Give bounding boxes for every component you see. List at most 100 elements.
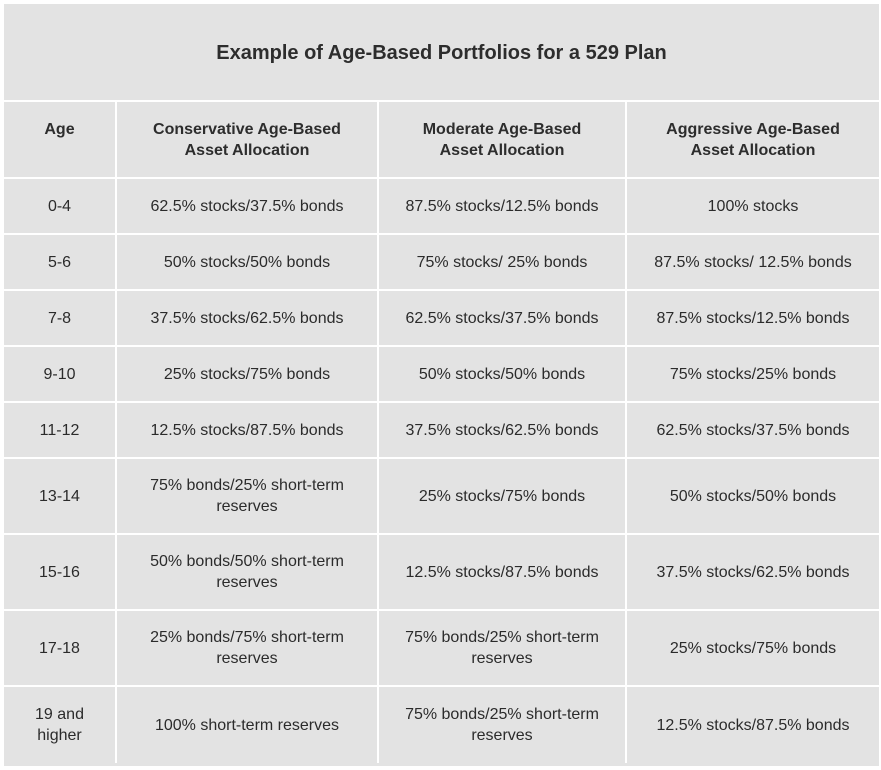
cell-age: 13-14 <box>4 457 117 535</box>
cell-conservative: 100% short-term reserves <box>115 685 379 763</box>
cell-moderate: 75% bonds/25% short-term reserves <box>377 685 627 763</box>
cell-conservative: 75% bonds/25% short-term reserves <box>115 457 379 535</box>
cell-moderate-text: 87.5% stocks/12.5% bonds <box>405 197 599 215</box>
cell-moderate-text: 37.5% stocks/62.5% bonds <box>405 421 599 439</box>
cell-conservative-text: reserves <box>216 574 278 591</box>
cell-age-text: 19 and <box>35 706 84 723</box>
cell-aggressive: 50% stocks/50% bonds <box>625 457 879 535</box>
cell-conservative: 50% bonds/50% short-term reserves <box>115 533 379 611</box>
cell-age-text: 0-4 <box>47 197 72 215</box>
cell-conservative-text: 25% bonds/75% short-term <box>150 629 344 646</box>
cell-conservative: 50% stocks/50% bonds <box>115 233 379 291</box>
table-row: 5-6 50% stocks/50% bonds 75% stocks/ 25% b… <box>4 233 879 291</box>
cell-aggressive: 37.5% stocks/62.5% bonds <box>625 533 879 611</box>
cell-moderate-text: 75% bonds/25% short-term <box>405 629 599 646</box>
cell-age: 9-10 <box>4 345 117 403</box>
cell-aggressive: 75% stocks/25% bonds <box>625 345 879 403</box>
cell-moderate-text: 75% bonds/25% short-term <box>405 706 599 723</box>
cell-moderate-text: 25% stocks/75% bonds <box>418 487 586 505</box>
header-age: Age <box>4 102 117 179</box>
cell-conservative-text: 50% stocks/50% bonds <box>163 253 331 271</box>
table-row: 17-18 25% bonds/75% short-term reserves 75%… <box>4 609 879 687</box>
table-body: 0-4 62.5% stocks/37.5% bonds 87.5% stocks/… <box>4 177 879 763</box>
cell-aggressive-text: 75% stocks/25% bonds <box>669 365 837 383</box>
cell-age: 7-8 <box>4 289 117 347</box>
allocation-table: Age Conservative Age-Based Asset Allocat… <box>4 102 879 763</box>
cell-conservative: 62.5% stocks/37.5% bonds <box>115 177 379 235</box>
header-conservative-line1: Conservative Age-Based <box>153 121 341 138</box>
table-row: 13-14 75% bonds/25% short-term reserves 25%… <box>4 457 879 535</box>
cell-age-text: 13-14 <box>39 487 80 505</box>
cell-aggressive-text: 37.5% stocks/62.5% bonds <box>656 563 850 581</box>
cell-moderate: 25% stocks/75% bonds <box>377 457 627 535</box>
cell-moderate-text: 12.5% stocks/87.5% bonds <box>405 563 599 581</box>
header-moderate: Moderate Age-Based Asset Allocation <box>377 102 627 179</box>
cell-moderate-text: 75% stocks/ 25% bonds <box>416 253 588 271</box>
cell-aggressive-text: 87.5% stocks/12.5% bonds <box>656 309 850 327</box>
cell-aggressive: 87.5% stocks/ 12.5% bonds <box>625 233 879 291</box>
cell-conservative-text: 100% short-term reserves <box>154 716 340 734</box>
table-title-row: Example of Age-Based Portfolios for a 52… <box>4 4 879 102</box>
cell-moderate-text: reserves <box>471 650 533 667</box>
table-row: 0-4 62.5% stocks/37.5% bonds 87.5% stocks/… <box>4 177 879 235</box>
cell-aggressive-text: 87.5% stocks/ 12.5% bonds <box>654 253 852 271</box>
cell-moderate: 37.5% stocks/62.5% bonds <box>377 401 627 459</box>
cell-conservative-text: 37.5% stocks/62.5% bonds <box>150 309 344 327</box>
cell-conservative-text: 75% bonds/25% short-term <box>150 477 344 494</box>
header-age-label: Age <box>44 121 75 138</box>
cell-moderate-text: 62.5% stocks/37.5% bonds <box>405 309 599 327</box>
cell-age: 15-16 <box>4 533 117 611</box>
header-conservative: Conservative Age-Based Asset Allocation <box>115 102 379 179</box>
cell-age-text: 17-18 <box>39 639 80 657</box>
cell-age: 11-12 <box>4 401 117 459</box>
cell-conservative: 12.5% stocks/87.5% bonds <box>115 401 379 459</box>
table-row: 19 and higher 100% short-term reserves 75% … <box>4 685 879 763</box>
cell-aggressive-text: 12.5% stocks/87.5% bonds <box>656 716 850 734</box>
cell-conservative-text: 25% stocks/75% bonds <box>163 365 331 383</box>
cell-aggressive-text: 100% stocks <box>707 197 799 215</box>
cell-age-text: higher <box>37 727 82 744</box>
cell-conservative-text: 12.5% stocks/87.5% bonds <box>150 421 344 439</box>
cell-moderate: 75% stocks/ 25% bonds <box>377 233 627 291</box>
cell-aggressive-text: 62.5% stocks/37.5% bonds <box>656 421 850 439</box>
cell-age: 0-4 <box>4 177 117 235</box>
cell-moderate: 87.5% stocks/12.5% bonds <box>377 177 627 235</box>
cell-age-text: 5-6 <box>47 253 72 271</box>
table-row: 15-16 50% bonds/50% short-term reserves 12.… <box>4 533 879 611</box>
cell-age: 19 and higher <box>4 685 117 763</box>
cell-aggressive: 25% stocks/75% bonds <box>625 609 879 687</box>
header-aggressive-line1: Aggressive Age-Based <box>666 121 840 138</box>
cell-conservative-text: 62.5% stocks/37.5% bonds <box>150 197 344 215</box>
header-moderate-line1: Moderate Age-Based <box>422 121 582 138</box>
cell-moderate: 62.5% stocks/37.5% bonds <box>377 289 627 347</box>
header-aggressive-line2: Asset Allocation <box>690 142 816 159</box>
table-row: 7-8 37.5% stocks/62.5% bonds 62.5% stocks/… <box>4 289 879 347</box>
cell-age-text: 7-8 <box>47 309 72 327</box>
cell-conservative: 25% bonds/75% short-term reserves <box>115 609 379 687</box>
cell-age: 5-6 <box>4 233 117 291</box>
cell-age-text: 11-12 <box>39 421 80 439</box>
table-title: Example of Age-Based Portfolios for a 52… <box>216 41 667 64</box>
cell-age: 17-18 <box>4 609 117 687</box>
header-conservative-line2: Asset Allocation <box>184 142 310 159</box>
cell-aggressive: 12.5% stocks/87.5% bonds <box>625 685 879 763</box>
cell-aggressive: 100% stocks <box>625 177 879 235</box>
cell-age-text: 9-10 <box>43 365 76 383</box>
cell-moderate-text: 50% stocks/50% bonds <box>418 365 586 383</box>
cell-conservative-text: 50% bonds/50% short-term <box>150 553 344 570</box>
header-moderate-line2: Asset Allocation <box>439 142 565 159</box>
header-row: Age Conservative Age-Based Asset Allocat… <box>4 102 879 179</box>
cell-age-text: 15-16 <box>39 563 80 581</box>
cell-conservative-text: reserves <box>216 650 278 667</box>
cell-moderate: 50% stocks/50% bonds <box>377 345 627 403</box>
cell-conservative: 37.5% stocks/62.5% bonds <box>115 289 379 347</box>
cell-moderate: 12.5% stocks/87.5% bonds <box>377 533 627 611</box>
table-row: 11-12 12.5% stocks/87.5% bonds 37.5% stock… <box>4 401 879 459</box>
portfolio-table-container: Example of Age-Based Portfolios for a 52… <box>4 4 879 766</box>
cell-conservative-text: reserves <box>216 498 278 515</box>
header-aggressive: Aggressive Age-Based Asset Allocation <box>625 102 879 179</box>
cell-conservative: 25% stocks/75% bonds <box>115 345 379 403</box>
cell-aggressive: 62.5% stocks/37.5% bonds <box>625 401 879 459</box>
cell-moderate: 75% bonds/25% short-term reserves <box>377 609 627 687</box>
cell-aggressive-text: 25% stocks/75% bonds <box>669 639 837 657</box>
